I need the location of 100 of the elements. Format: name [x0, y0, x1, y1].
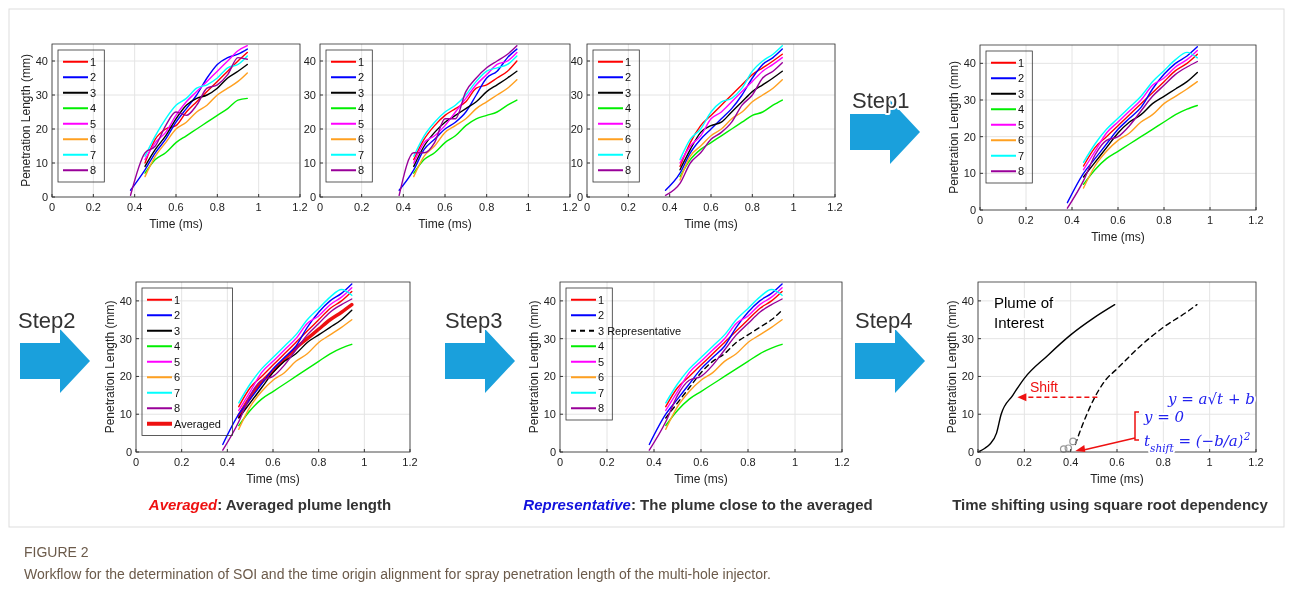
legend-label: 1 — [598, 293, 605, 306]
legend-label: 1 — [625, 55, 632, 68]
y-tick-label: 10 — [303, 157, 316, 169]
text: Step3 — [445, 308, 503, 333]
x-axis-title: Time (ms) — [684, 217, 738, 231]
y-tick-label: 30 — [963, 94, 976, 106]
legend-label: 3 — [625, 86, 632, 99]
x-tick-label: 1 — [255, 201, 262, 213]
y-axis-title: Penetration Length (mm) — [945, 300, 959, 434]
y-tick-label: 10 — [543, 408, 556, 421]
legend-label: 8 — [358, 164, 365, 177]
annotation: t$_{shift}$ = (−b/a)$^{2}$ — [1144, 430, 1251, 454]
line-series — [1082, 104, 1199, 186]
line-series — [1082, 80, 1199, 189]
y-tick-label: 40 — [119, 294, 132, 307]
x-tick-label: 1 — [1206, 214, 1214, 226]
x-tick-label: 1.2 — [402, 456, 418, 468]
x-tick-label: 0.8 — [744, 201, 760, 213]
y-axis-title: Penetration Length (mm) — [103, 300, 117, 434]
x-tick-label: 0.6 — [1109, 456, 1125, 468]
legend-label: 2 — [1018, 72, 1025, 85]
text: Time shifting using square root dependency — [952, 496, 1269, 513]
x-axis-title: Time (ms) — [246, 472, 300, 486]
line-series — [1082, 71, 1199, 178]
legend-label: 7 — [358, 148, 365, 161]
legend-label: 4 — [90, 102, 97, 115]
y-tick-label: 20 — [570, 123, 583, 135]
x-tick-label: 1.2 — [834, 456, 850, 468]
legend-label: 5 — [598, 355, 605, 368]
legend-label: 6 — [598, 371, 605, 384]
legend-label: 4 — [1018, 103, 1025, 116]
x-tick-label: 0.4 — [662, 201, 678, 213]
x-tick-label: 0.2 — [354, 201, 370, 213]
annotation: y = 0 — [1143, 408, 1185, 426]
legend-label: 6 — [358, 133, 365, 146]
point — [1069, 437, 1077, 446]
line-series — [144, 97, 248, 174]
x-tick-label: 0.4 — [1064, 214, 1080, 226]
legend-label: 5 — [90, 117, 97, 130]
legend-label: 8 — [598, 402, 605, 415]
y-axis-title: Penetration Length (mm) — [947, 61, 961, 194]
x-tick-label: 0 — [316, 201, 324, 213]
x-tick-label: 0.2 — [1016, 456, 1032, 468]
x-tick-label: 0.8 — [479, 201, 495, 213]
x-tick-label: 0.4 — [127, 201, 143, 213]
y-tick-label: 40 — [963, 57, 976, 70]
y-tick-label: 10 — [963, 167, 976, 180]
line-series — [413, 79, 518, 178]
x-tick-label: 1 — [1206, 456, 1213, 468]
y-tick-label: 10 — [570, 157, 583, 169]
x-tick-label: 1.2 — [562, 201, 578, 213]
y-tick-label: 20 — [543, 370, 556, 383]
x-axis-title: Time (ms) — [1090, 472, 1144, 486]
legend-label: 1 — [90, 55, 97, 68]
legend-label: 2 — [625, 71, 632, 84]
legend-label: 6 — [90, 133, 97, 146]
x-tick-label: 0 — [976, 214, 984, 226]
x-tick-label: 0.6 — [693, 456, 709, 468]
text: Averaged: Averaged plume length — [147, 496, 392, 513]
line-series — [144, 72, 248, 178]
line-series — [413, 70, 518, 168]
y-tick-label: 20 — [35, 123, 48, 135]
legend-label: Averaged — [174, 417, 221, 430]
legend-label: 5 — [358, 117, 365, 130]
legend-label: 7 — [90, 148, 97, 161]
x-tick-label: 0.4 — [646, 456, 662, 468]
legend-label: 5 — [625, 117, 632, 130]
x-tick-label: 1.2 — [827, 201, 843, 213]
y-tick-label: 0 — [309, 191, 316, 203]
y-tick-label: 30 — [303, 89, 316, 101]
legend-label: 1 — [358, 55, 365, 68]
annotation: Shift — [1029, 379, 1059, 395]
y-tick-label: 30 — [961, 332, 974, 345]
line-series — [238, 319, 353, 431]
y-tick-label: 40 — [961, 294, 974, 307]
y-tick-label: 20 — [963, 130, 976, 143]
y-tick-label: 20 — [961, 370, 974, 383]
y-tick-label: 40 — [303, 55, 316, 67]
x-tick-label: 0.8 — [740, 456, 756, 468]
text: Representative: The plume close to the averaged — [523, 496, 873, 513]
y-tick-label: 20 — [119, 370, 132, 383]
y-tick-label: 40 — [543, 294, 556, 307]
x-tick-label: 0.8 — [1155, 456, 1171, 468]
x-tick-label: 0.2 — [174, 456, 190, 468]
legend-label: 8 — [1018, 165, 1025, 178]
x-tick-label: 1 — [361, 456, 368, 468]
x-tick-label: 0 — [48, 201, 56, 213]
line-series — [665, 343, 783, 427]
x-tick-label: 0.6 — [168, 201, 184, 213]
x-tick-label: 1.2 — [1248, 214, 1264, 226]
point — [1064, 444, 1073, 453]
point — [1059, 445, 1068, 453]
legend-label: 5 — [174, 355, 181, 368]
text: Workflow for the determination of SOI and the time origin alignment for spray penetration length of the multi-hole injector. — [24, 566, 771, 582]
x-axis-title: Time (ms) — [418, 217, 472, 231]
annotation: Plume of Interest — [994, 294, 1055, 331]
legend-label: 6 — [625, 133, 632, 146]
y-axis-title: Penetration Length (mm) — [19, 54, 33, 187]
legend-label: 2 — [90, 71, 97, 84]
x-tick-label: 0.4 — [219, 456, 235, 468]
